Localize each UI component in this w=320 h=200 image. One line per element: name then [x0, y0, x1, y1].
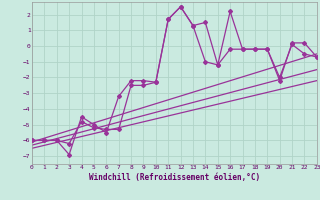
- X-axis label: Windchill (Refroidissement éolien,°C): Windchill (Refroidissement éolien,°C): [89, 173, 260, 182]
